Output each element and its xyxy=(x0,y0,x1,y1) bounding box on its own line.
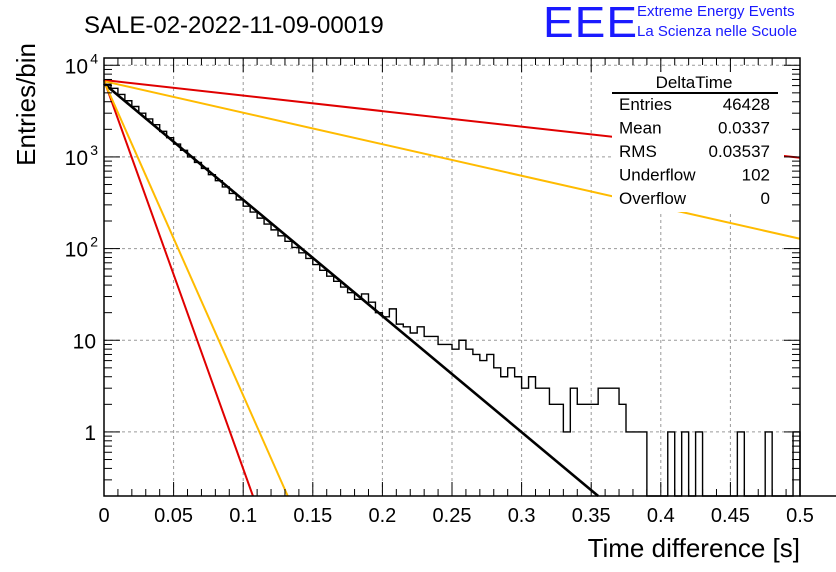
y-tick-label-exponent: 3 xyxy=(90,142,98,158)
stats-row-label: Entries xyxy=(619,95,672,114)
logo-line-1: Extreme Energy Events xyxy=(637,3,795,20)
fit-curve-3 xyxy=(103,79,254,497)
stats-row-label: Overflow xyxy=(619,189,687,208)
fit-curve-2 xyxy=(103,80,801,240)
x-tick-label: 0.2 xyxy=(368,505,396,527)
y-tick-label: 10 xyxy=(73,330,96,353)
x-tick-label: 0.5 xyxy=(786,505,814,527)
x-tick-label: 0.05 xyxy=(154,505,193,527)
x-axis-label: Time difference [s] xyxy=(588,533,800,563)
stats-row-value: 0.03537 xyxy=(709,142,770,161)
stats-row-value: 0.0337 xyxy=(718,119,770,138)
y-tick-label-exponent: 4 xyxy=(90,50,98,66)
x-tick-label: 0.3 xyxy=(508,505,536,527)
histogram-line xyxy=(103,83,836,497)
logo-line-2: La Scienza nelle Scuole xyxy=(637,23,798,40)
chart-title: SALE-02-2022-11-09-00019 xyxy=(84,12,384,39)
x-tick-label: 0.15 xyxy=(293,505,332,527)
stats-row-label: RMS xyxy=(619,142,657,161)
y-tick-label: 10 xyxy=(65,147,88,170)
stats-row-value: 46428 xyxy=(723,95,770,114)
x-tick-label: 0.4 xyxy=(647,505,675,527)
stats-row-value: 102 xyxy=(742,166,770,185)
y-tick-label: 10 xyxy=(65,239,88,262)
fit-curves xyxy=(103,79,801,497)
histogram xyxy=(103,83,836,497)
x-tick-label: 0.35 xyxy=(572,505,611,527)
fit-curve-4 xyxy=(103,80,289,497)
eee-logo: EEE Extreme Energy Events La Scienza nel… xyxy=(543,0,833,48)
stats-row-value: 0 xyxy=(761,189,770,208)
stats-title: DeltaTime xyxy=(656,73,733,92)
x-tick-label: 0.45 xyxy=(711,505,750,527)
y-tick-label: 10 xyxy=(65,55,88,78)
y-tick-label-exponent: 2 xyxy=(90,234,98,250)
stats-box: DeltaTime Entries 46428 Mean 0.0337 RMS 0.035… xyxy=(612,72,784,212)
x-tick-label: 0.1 xyxy=(229,505,257,527)
x-tick-label: 0.25 xyxy=(433,505,472,527)
y-tick-label: 1 xyxy=(84,422,96,445)
y-axis-label: Entries/bin xyxy=(11,43,41,166)
x-tick-label: 0 xyxy=(98,505,109,527)
stats-row-label: Underflow xyxy=(619,166,696,185)
eee-logo-mark: EEE xyxy=(543,0,639,47)
axes: 0 0.05 0.1 0.15 0.2 0.25 0.3 0.35 0.4 0.45 0.5 1 10 1… xyxy=(65,50,814,527)
stats-row-label: Mean xyxy=(619,119,662,138)
fit-curve-0 xyxy=(103,82,599,497)
